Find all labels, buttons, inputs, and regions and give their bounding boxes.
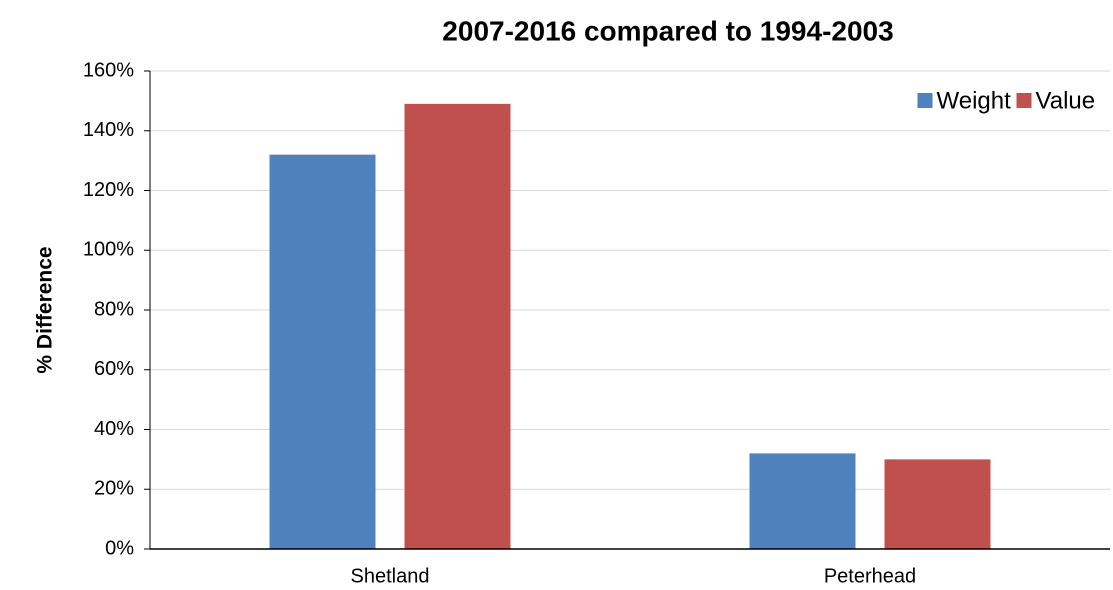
- y-tick-label: 0%: [105, 537, 134, 559]
- y-tick-label: 20%: [94, 478, 134, 500]
- legend-label: Value: [1036, 87, 1096, 114]
- y-tick-label: 60%: [94, 358, 134, 380]
- y-axis-label: % Difference: [34, 246, 57, 373]
- bar: [269, 154, 376, 549]
- y-tick-label: 160%: [83, 59, 134, 81]
- bar: [884, 459, 991, 549]
- y-tick-label: 40%: [94, 418, 134, 440]
- bar: [749, 453, 856, 549]
- x-tick-label: Shetland: [351, 565, 430, 587]
- x-tick-label: Peterhead: [824, 565, 916, 587]
- bar: [404, 103, 511, 550]
- y-tick-label: 80%: [94, 298, 134, 320]
- y-tick-label: 120%: [83, 179, 134, 201]
- y-tick-label: 100%: [83, 239, 134, 261]
- legend-swatch: [1016, 93, 1032, 108]
- legend-swatch: [917, 93, 933, 108]
- chart-title: 2007-2016 compared to 1994-2003: [442, 15, 893, 46]
- legend-label: Weight: [937, 87, 1012, 114]
- y-tick-label: 140%: [83, 119, 134, 141]
